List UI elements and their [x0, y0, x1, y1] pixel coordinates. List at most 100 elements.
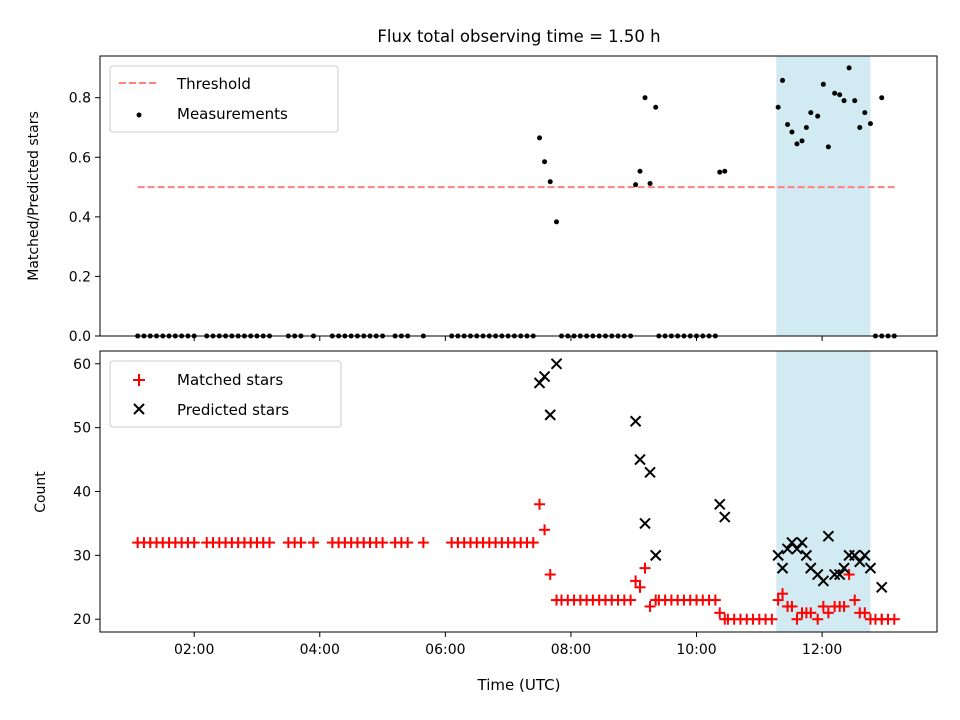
predicted-stars-point [822, 530, 835, 542]
predicted-cross-b [822, 530, 835, 542]
chart-title: Flux total observing time = 1.50 h [377, 27, 660, 46]
measurement-point [820, 81, 826, 87]
y-tick-label: 0.0 [69, 329, 91, 345]
predicted-stars-point [649, 549, 662, 562]
matched-stars-point [527, 537, 539, 549]
matched-stars-point [550, 594, 562, 606]
predicted-stars-point [833, 568, 846, 581]
measurement-point [852, 98, 858, 104]
y-tick-label: 0.2 [69, 269, 91, 285]
x-tick-label: 10:00 [676, 642, 716, 658]
measurement-point [841, 98, 847, 104]
matched-stars-point [634, 581, 646, 593]
x-axis-label: Time (UTC) [477, 676, 561, 694]
measurement-point [789, 129, 795, 135]
top-marks [135, 65, 898, 339]
top-y-axis-label: Matched/Predicted stars [26, 111, 42, 281]
measurement-point [553, 219, 559, 225]
legend-measurements-label: Measurements [177, 105, 288, 123]
predicted-cross-b [644, 466, 656, 479]
matched-stars-point [639, 562, 651, 574]
matched-stars-point [766, 613, 778, 625]
predicted-stars-point [838, 562, 850, 574]
matched-stars-point [777, 588, 789, 600]
matched-stars-point [791, 613, 803, 625]
predicted-stars-point [639, 517, 651, 530]
measurement-point [846, 65, 852, 71]
y-tick-label: 60 [73, 357, 91, 373]
top-panel: Flux total observing time = 1.50 h 0.0 0.… [26, 27, 938, 345]
matched-stars-point [544, 569, 556, 581]
matched-stars-point [644, 600, 656, 612]
bottom-highlight-span [776, 351, 871, 632]
legend-matched-swatch [133, 374, 145, 386]
predicted-cross-b [714, 498, 726, 510]
matched-stars-point [630, 575, 642, 587]
matched-stars-point [188, 537, 200, 549]
predicted-stars-point [817, 575, 830, 587]
measurement-point [547, 179, 553, 185]
predicted-stars-point [781, 543, 794, 555]
predicted-cross-b [634, 453, 646, 466]
measurement-point [857, 124, 863, 130]
predicted-stars-point [644, 466, 656, 479]
matched-stars-point [539, 524, 551, 536]
predicted-stars-point [876, 581, 888, 594]
predicted-stars-point [719, 511, 731, 523]
y-tick-label: 0.8 [69, 91, 91, 107]
measurement-point [867, 121, 873, 127]
predicted-stars-point [634, 453, 646, 466]
matched-stars-point [812, 613, 824, 625]
measurement-point [722, 168, 728, 174]
matched-stars-point [709, 594, 721, 606]
predicted-stars-point [800, 549, 813, 562]
matched-stars-point [534, 498, 546, 510]
bottom-marks [132, 358, 900, 625]
predicted-stars-point [629, 415, 642, 427]
top-axes-frame [99, 55, 938, 337]
matched-stars-point [625, 594, 637, 606]
top-axis-ticks: 0.0 0.2 0.4 0.6 0.8 [69, 91, 823, 345]
bottom-panel: 20 30 40 50 60 02:00 04:00 06:00 08:00 10:00 12:00… [33, 350, 938, 694]
predicted-cross-b [811, 568, 824, 581]
matched-stars-point [843, 569, 855, 581]
measurement-point [647, 180, 653, 186]
y-tick-label: 50 [73, 421, 91, 437]
predicted-cross-b [849, 549, 861, 562]
measurement-point [653, 104, 659, 110]
measurement-point [775, 104, 781, 110]
predicted-cross-b [876, 581, 888, 594]
predicted-cross-b [776, 562, 789, 574]
bottom-legend-box [109, 360, 342, 428]
measurement-point [832, 90, 838, 96]
predicted-cross-b [550, 358, 563, 370]
predicted-cross-b [817, 575, 830, 587]
y-tick-label: 40 [73, 485, 91, 501]
matched-stars-point [817, 600, 829, 612]
predicted-stars-point [796, 536, 808, 549]
predicted-cross-b [538, 370, 551, 383]
matched-stars-point [786, 600, 798, 612]
measurement-point [780, 77, 786, 83]
matched-stars-point [714, 607, 726, 619]
measurement-point [825, 144, 831, 150]
measurement-point [794, 141, 800, 147]
matched-stars-point [805, 607, 817, 619]
predicted-stars-point [544, 409, 556, 421]
x-tick-label: 12:00 [802, 642, 842, 658]
predicted-cross-b [544, 409, 556, 421]
matched-stars-point [838, 600, 850, 612]
y-tick-label: 30 [73, 548, 91, 564]
measurement-point [815, 113, 821, 119]
matched-stars-point [402, 537, 414, 549]
predicted-cross-b [639, 517, 651, 530]
predicted-stars-point [864, 562, 877, 574]
matched-stars-point [888, 613, 900, 625]
top-highlight-span [776, 56, 871, 336]
bottom-axis-ticks: 20 30 40 50 60 02:00 04:00 06:00 08:00 10:00 12:00 [73, 357, 842, 658]
matched-stars-point [849, 594, 861, 606]
predicted-cross-b [864, 562, 877, 574]
matched-stars-point [859, 607, 871, 619]
x-tick-label: 04:00 [300, 642, 340, 658]
